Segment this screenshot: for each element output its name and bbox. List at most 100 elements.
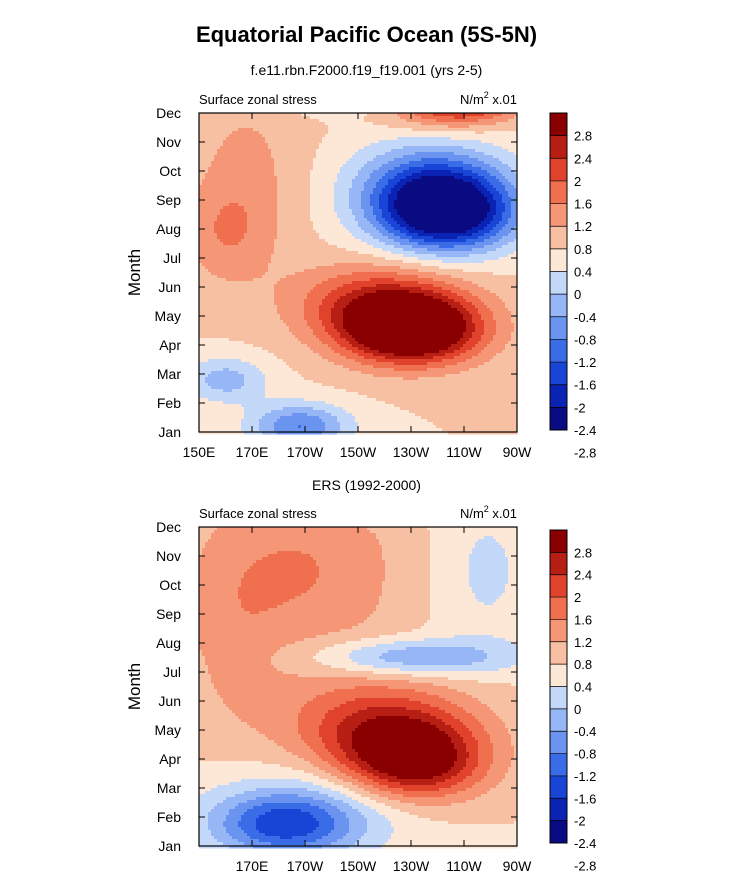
colorbar-label: 0.4: [574, 265, 592, 280]
colorbar-swatch: [550, 664, 567, 687]
y-tick-label: Aug: [156, 635, 181, 651]
colorbar-label: -1.6: [574, 378, 596, 393]
y-tick-label: Jun: [158, 279, 181, 295]
colorbar: 2.8 2.4 2 1.6 1.2 0.8 0.4 0 -0.4 -0.8 -1.2 -1.6 -2 -2…: [549, 112, 596, 461]
x-tick-label: 110W: [446, 858, 482, 874]
colorbar-label: 0: [574, 287, 581, 302]
colorbar-label: 2.8: [574, 129, 592, 144]
colorbar-label: -2.4: [574, 423, 596, 438]
y-tick-label: Sep: [156, 192, 181, 208]
x-tick-label: 150W: [340, 444, 377, 460]
y-tick-label: Nov: [156, 134, 181, 150]
x-tick-label: 110W: [446, 444, 482, 460]
colorbar-frame: [549, 529, 568, 844]
y-tick-label: Oct: [159, 163, 181, 179]
colorbar-label: 1.2: [574, 219, 592, 234]
colorbar-label: 2.4: [574, 151, 592, 166]
contour-field: [199, 113, 518, 435]
y-tick-label: Jan: [158, 424, 181, 440]
colorbar-swatch: [550, 798, 567, 821]
colorbar-label: 2: [574, 174, 581, 189]
colorbar-swatch: [550, 135, 567, 159]
main-title: Equatorial Pacific Ocean (5S-5N): [0, 22, 733, 48]
colorbar-label: -1.2: [574, 355, 596, 370]
colorbar-label: 0.8: [574, 657, 592, 672]
y-tick-label: Jun: [158, 693, 181, 709]
y-tick-label: May: [155, 308, 181, 324]
x-tick-label: 130W: [393, 858, 430, 874]
y-tick-label: Nov: [156, 548, 181, 564]
x-tick-label: 170E: [236, 858, 269, 874]
y-axis-label: Month: [125, 663, 144, 710]
x-tick-label: 170W: [287, 444, 324, 460]
colorbar-swatch: [550, 271, 567, 295]
colorbar-swatch: [550, 362, 567, 386]
colorbar-swatch: [550, 574, 567, 598]
colorbar-label: 0.8: [574, 242, 592, 257]
colorbar-swatch: [550, 775, 567, 799]
x-tick-label: 90W: [503, 858, 533, 874]
y-tick-label: May: [155, 722, 181, 738]
colorbar-swatch: [550, 339, 567, 363]
colorbar-swatch: [550, 597, 567, 620]
y-tick-label: Oct: [159, 577, 181, 593]
colorbar-label: 1.6: [574, 197, 592, 212]
colorbar-label: 1.2: [574, 635, 592, 650]
colorbar-label: -2.8: [574, 446, 596, 461]
colorbar-swatch: [550, 641, 567, 665]
colorbar-label: -1.6: [574, 791, 596, 806]
colorbar-swatch: [550, 731, 567, 754]
y-axis-label: Month: [125, 249, 144, 296]
colorbar-swatch: [550, 248, 567, 272]
y-tick-label: Jul: [163, 250, 181, 266]
colorbar-label: -0.8: [574, 332, 596, 347]
colorbar-swatch: [550, 530, 567, 553]
colorbar-swatch: [550, 294, 567, 318]
colorbar-label: -2.4: [574, 836, 596, 851]
x-tick-label: 170E: [236, 444, 269, 460]
colorbar-label: 1.6: [574, 612, 592, 627]
colorbar-label: 2.4: [574, 568, 592, 583]
colorbar-swatch: [550, 316, 567, 340]
colorbar-label: 0: [574, 702, 581, 717]
y-tick-label: Jul: [163, 664, 181, 680]
colorbar-label: -0.4: [574, 310, 596, 325]
y-tick-label: Dec: [156, 105, 181, 121]
colorbar-label: -2.8: [574, 858, 596, 873]
colorbar-label: -0.4: [574, 724, 596, 739]
colorbar-label: -1.2: [574, 769, 596, 784]
y-tick-label: Mar: [157, 366, 181, 382]
y-tick-label: Feb: [157, 809, 181, 825]
colorbar-label: -0.8: [574, 747, 596, 762]
y-tick-label: Aug: [156, 221, 181, 237]
colorbar-label: 2: [574, 590, 581, 605]
units-label: N/m2 x.01: [460, 90, 517, 107]
colorbar-swatch: [550, 820, 567, 844]
y-tick-label: Apr: [159, 751, 181, 767]
colorbar-frame: [549, 112, 568, 431]
y-tick-label: Feb: [157, 395, 181, 411]
colorbar-swatch: [550, 384, 567, 408]
colorbar-swatch: [550, 753, 567, 777]
y-tick-label: Dec: [156, 519, 181, 535]
x-tick-label: 170W: [287, 858, 324, 874]
contour-field: [199, 527, 518, 849]
variable-label: Surface zonal stress: [199, 506, 317, 521]
colorbar: 2.8 2.4 2 1.6 1.2 0.8 0.4 0 -0.4 -0.8 -1.2 -1.6 -2 -2…: [549, 529, 596, 873]
colorbar-swatch: [550, 113, 567, 136]
colorbar-swatch: [550, 226, 567, 250]
colorbar-label: -2: [574, 400, 586, 415]
y-tick-label: Apr: [159, 337, 181, 353]
x-tick-label: 150E: [183, 444, 216, 460]
x-tick-label: 130W: [393, 444, 430, 460]
contour-panel-2: Jan Feb Mar Apr May Jun Jul Aug Sep Oct Nov Dec 170E…: [125, 504, 596, 874]
colorbar-swatch: [550, 686, 567, 710]
contour-panel-1: Jan Feb Mar Apr May Jun Jul Aug Sep Oct Nov Dec 150E…: [125, 90, 596, 461]
colorbar-label: 0.4: [574, 680, 592, 695]
units-label: N/m2 x.01: [460, 504, 517, 521]
colorbar-label: 2.8: [574, 545, 592, 560]
y-tick-label: Jan: [158, 838, 181, 854]
bottom-panel-title: ERS (1992-2000): [0, 477, 733, 493]
colorbar-swatch: [550, 407, 567, 431]
